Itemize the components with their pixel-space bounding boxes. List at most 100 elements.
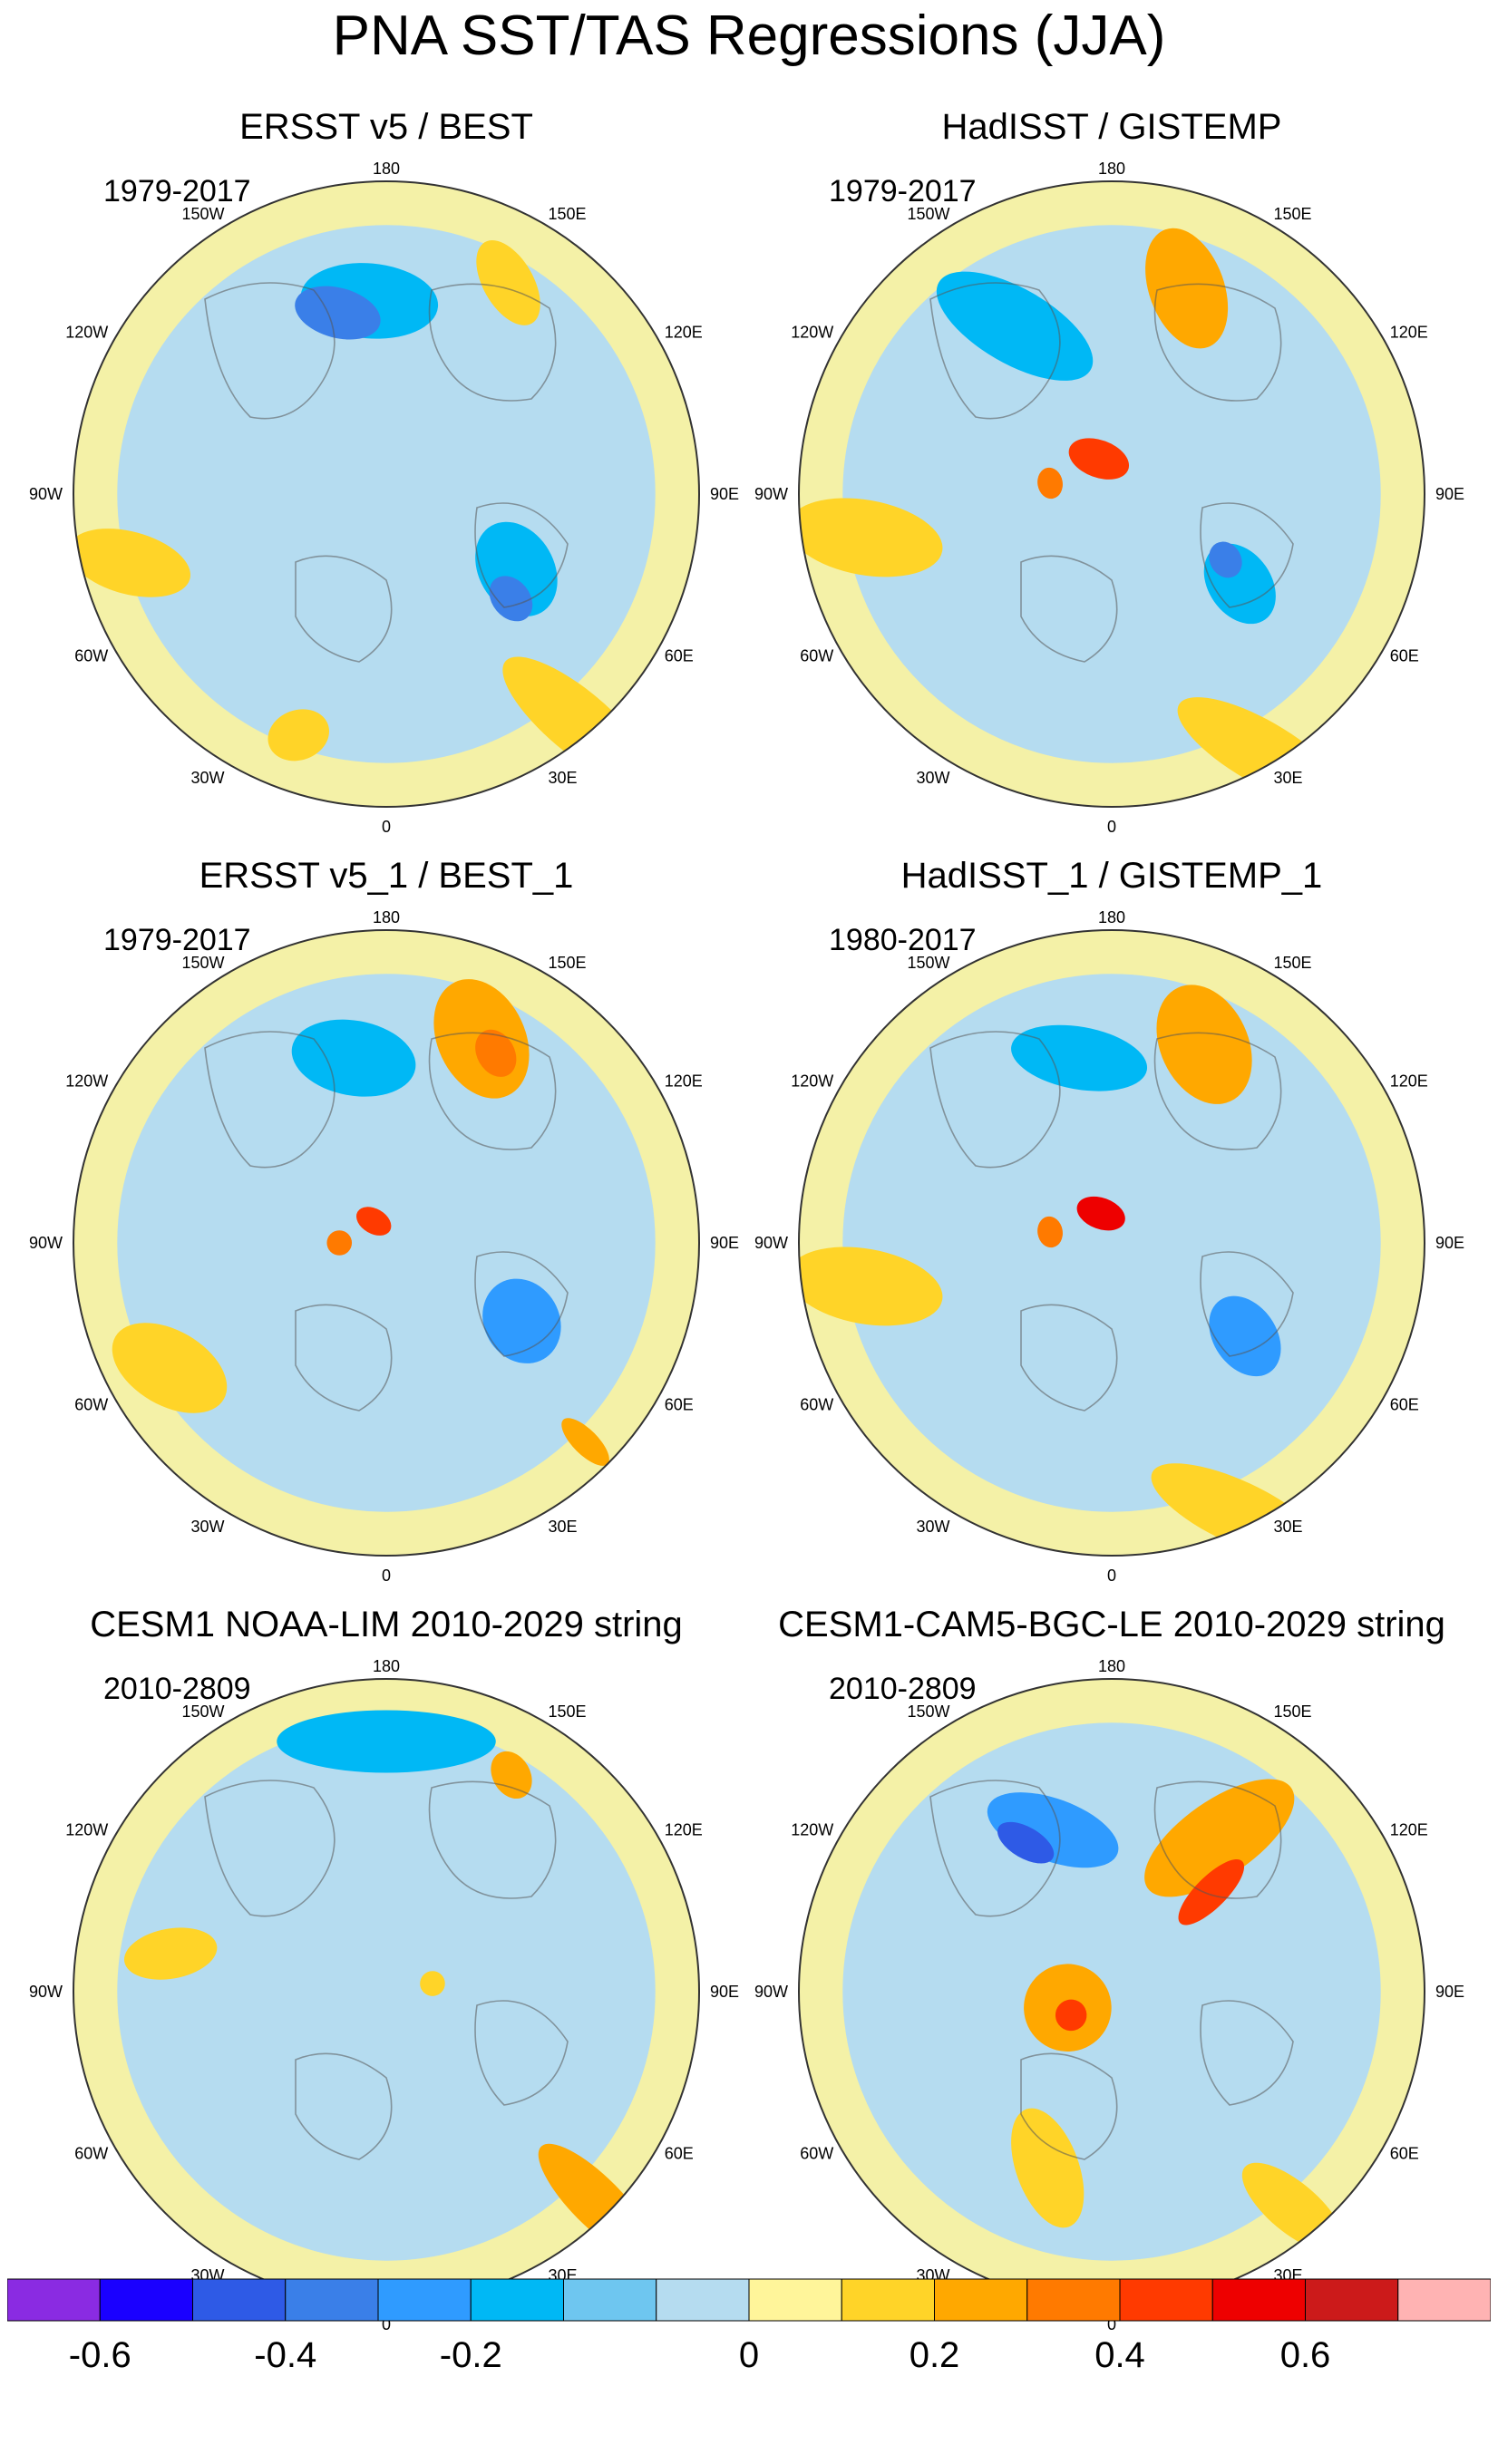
coastline bbox=[1020, 555, 1118, 663]
lon-label-150w: 150W bbox=[907, 205, 949, 223]
colorbar-swatch bbox=[99, 2278, 193, 2322]
anomaly-region bbox=[799, 1247, 943, 1326]
lon-label-180: 180 bbox=[373, 1657, 400, 1675]
coastline bbox=[929, 282, 1061, 420]
coastline bbox=[1153, 1780, 1282, 1899]
outer-anomaly-band bbox=[799, 930, 1425, 1556]
colorbar-tick-label: -0.2 bbox=[439, 2335, 502, 2375]
lon-label-60w: 60W bbox=[74, 1396, 108, 1414]
coastline bbox=[1153, 1032, 1282, 1150]
lon-label-60e: 60E bbox=[665, 2145, 694, 2163]
coastline bbox=[1200, 2000, 1294, 2106]
lon-label-30w: 30W bbox=[190, 769, 224, 787]
coastline bbox=[474, 2000, 569, 2106]
lon-label-0: 0 bbox=[382, 2315, 391, 2333]
anomaly-region bbox=[1068, 438, 1130, 480]
colorbar-swatch bbox=[1211, 2278, 1306, 2322]
anomaly-region bbox=[1011, 1024, 1148, 1091]
map-panel-4: 180 150W 150E 120W 120E 90W 90E 60W 60E 30W 30E 0 Ha… bbox=[749, 749, 1474, 1585]
colorbar-swatch bbox=[1119, 2278, 1213, 2322]
lon-label-150w: 150W bbox=[181, 954, 224, 972]
colorbar-swatch bbox=[7, 2278, 101, 2322]
anomaly-region bbox=[1011, 2108, 1085, 2228]
colorbar-swatch bbox=[192, 2278, 287, 2322]
lon-label-150w: 150W bbox=[181, 1702, 224, 1721]
colorbar-swatch bbox=[563, 2278, 657, 2322]
coastline bbox=[1200, 1251, 1294, 1357]
coastline bbox=[428, 1780, 557, 1899]
colorbar-swatch bbox=[1026, 2278, 1121, 2322]
lon-label-0: 0 bbox=[1107, 1567, 1116, 1585]
lon-label-180: 180 bbox=[373, 908, 400, 926]
lon-label-120w: 120W bbox=[65, 324, 108, 342]
lon-label-180: 180 bbox=[373, 160, 400, 178]
coastline bbox=[204, 1780, 336, 1917]
panel-title: CESM1-CAM5-BGC-LE 2010-2029 string bbox=[778, 1605, 1445, 1644]
anomaly-region bbox=[123, 1927, 218, 1980]
outer-anomaly-band bbox=[73, 930, 699, 1556]
lon-label-150e: 150E bbox=[1274, 954, 1312, 972]
coastline bbox=[474, 1251, 569, 1357]
anomaly-region bbox=[936, 271, 1094, 381]
map-panel-5: 180 150W 150E 120W 120E 90W 90E 60W 60E 30W 30E 0 CE… bbox=[24, 1498, 749, 2333]
lon-label-150w: 150W bbox=[907, 1702, 949, 1721]
lon-label-60e: 60E bbox=[665, 1396, 694, 1414]
lon-label-120w: 120W bbox=[65, 1072, 108, 1091]
lon-label-90w: 90W bbox=[754, 1234, 788, 1252]
panel-period: 2010-2809 bbox=[103, 1672, 251, 1706]
colorbar-swatch bbox=[1305, 2278, 1399, 2322]
colorbar-swatch bbox=[377, 2278, 472, 2322]
anomaly-region bbox=[268, 709, 330, 762]
anomaly-region bbox=[1209, 541, 1242, 578]
lon-label-120e: 120E bbox=[1390, 1072, 1428, 1091]
lon-label-0: 0 bbox=[1107, 818, 1116, 836]
colorbar-tick-label: -0.6 bbox=[68, 2335, 131, 2375]
coastline bbox=[204, 1031, 336, 1169]
coastline bbox=[1020, 1304, 1118, 1411]
anomaly-region bbox=[73, 529, 190, 597]
lon-label-120w: 120W bbox=[791, 1072, 833, 1091]
panel-period: 1979-2017 bbox=[103, 923, 251, 957]
anomaly-region bbox=[277, 1710, 496, 1773]
anomaly-region bbox=[295, 286, 381, 340]
coastline bbox=[295, 555, 393, 663]
coastline bbox=[474, 502, 569, 608]
colorbar-swatch bbox=[841, 2278, 935, 2322]
coastline bbox=[295, 1304, 393, 1411]
lon-label-180: 180 bbox=[1098, 160, 1125, 178]
lon-label-60e: 60E bbox=[1390, 1396, 1419, 1414]
lon-label-30w: 30W bbox=[916, 769, 949, 787]
panel-period: 1979-2017 bbox=[829, 174, 977, 209]
lon-label-90w: 90W bbox=[29, 485, 63, 503]
lon-label-150e: 150E bbox=[1274, 1702, 1312, 1721]
lon-label-120e: 120E bbox=[1390, 1821, 1428, 1839]
colorbar-tick-label: 0.6 bbox=[1279, 2335, 1331, 2375]
lon-label-60e: 60E bbox=[1390, 647, 1419, 665]
colorbar-swatch bbox=[470, 2278, 564, 2322]
anomaly-region bbox=[489, 576, 533, 622]
anomaly-region bbox=[1209, 1295, 1281, 1377]
coastline bbox=[428, 1032, 557, 1150]
colorbar-swatch bbox=[285, 2278, 379, 2322]
anomaly-region bbox=[1055, 1999, 1087, 2032]
lon-label-90e: 90E bbox=[1435, 1983, 1464, 2001]
figure-title: PNA SST/TAS Regressions (JJA) bbox=[332, 5, 1166, 67]
coastline bbox=[428, 283, 557, 402]
lon-label-120e: 120E bbox=[665, 1072, 703, 1091]
anomaly-region bbox=[291, 1019, 416, 1097]
lon-label-0: 0 bbox=[382, 818, 391, 836]
lon-label-30e: 30E bbox=[549, 1518, 578, 1536]
map-boundary bbox=[798, 180, 1425, 808]
anomaly-region bbox=[475, 1029, 517, 1077]
lon-label-60e: 60E bbox=[1390, 2145, 1419, 2163]
colorbar-tick-label: 0.2 bbox=[909, 2335, 960, 2375]
lon-label-0: 0 bbox=[1107, 2315, 1116, 2333]
map-panel-6: 180 150W 150E 120W 120E 90W 90E 60W 60E 30W 30E 0 CE… bbox=[749, 1498, 1474, 2333]
colorbar-tick-label: -0.4 bbox=[254, 2335, 317, 2375]
lon-label-90e: 90E bbox=[710, 1983, 739, 2001]
lon-label-120e: 120E bbox=[665, 1821, 703, 1839]
lon-label-30w: 30W bbox=[190, 1518, 224, 1536]
lon-label-120w: 120W bbox=[791, 1821, 833, 1839]
anomaly-region bbox=[1145, 228, 1229, 349]
